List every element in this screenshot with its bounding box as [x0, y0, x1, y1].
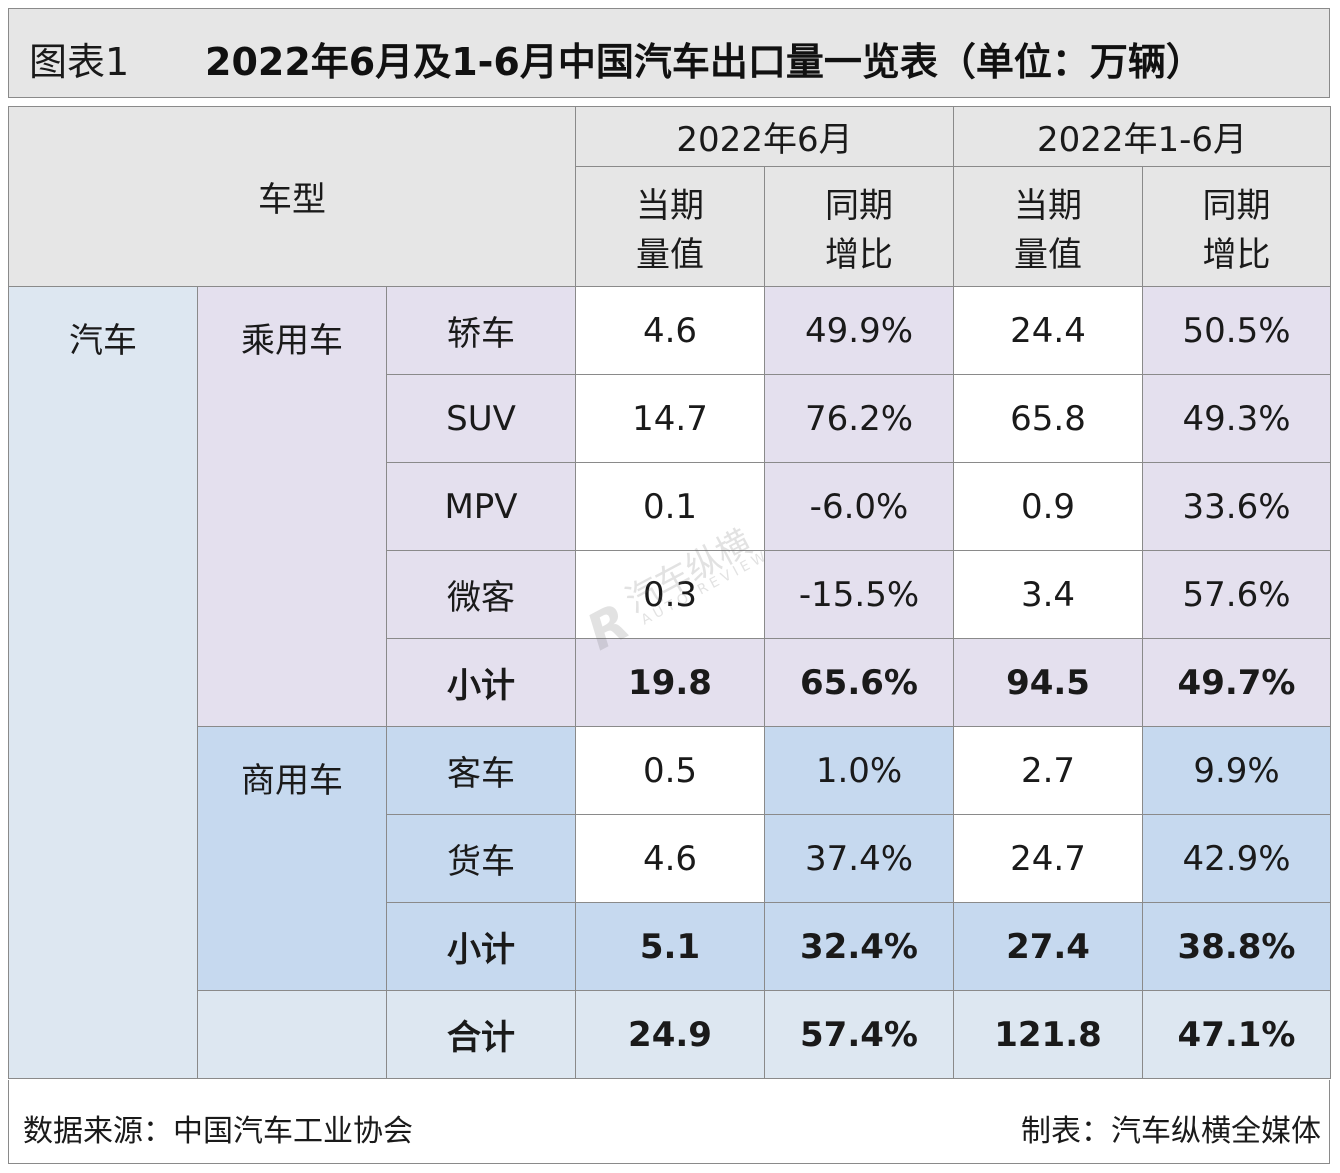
row-label: 小计 — [386, 902, 576, 991]
cell-h1-value: 27.4 — [953, 902, 1144, 991]
group-commercial: 商用车 — [197, 726, 387, 991]
cell-june-growth: -15.5% — [763, 550, 955, 639]
export-table: 车型 2022年6月 2022年1-6月 当期 量值 同期 增比 当期 量值 同… — [8, 106, 1332, 1079]
cell-h1-growth: 49.3% — [1142, 374, 1332, 463]
table-row-subtotal: 小计 5.1 32.4% 27.4 38.8% — [9, 902, 1332, 991]
footer: 数据来源：中国汽车工业协会 制表：汽车纵横全媒体 — [8, 1080, 1330, 1164]
header-line: 同期 — [825, 185, 893, 226]
table-row: SUV 14.7 76.2% 65.8 49.3% — [9, 374, 1332, 463]
header-vehicle-type: 车型 — [8, 106, 576, 287]
row-label: 合计 — [386, 990, 576, 1079]
header-line: 量值 — [1014, 234, 1083, 275]
table-row: 汽车 乘用车 轿车 4.6 49.9% 24.4 50.5% — [8, 286, 1332, 1079]
table-maker: 制表：汽车纵横全媒体 — [1021, 1114, 1321, 1149]
table-row-total: 合计 24.9 57.4% 121.8 47.1% — [9, 990, 1332, 1079]
table-row: 货车 4.6 37.4% 24.7 42.9% — [9, 814, 1332, 903]
cell-june-value: 0.5 — [575, 726, 765, 815]
table-row-subtotal: 小计 19.8 65.6% 94.5 49.7% — [9, 638, 1332, 727]
figure-label: 图表1 — [29, 40, 130, 84]
cell-h1-value: 65.8 — [953, 374, 1144, 463]
row-label: SUV — [386, 374, 576, 463]
cell-h1-value: 3.4 — [953, 550, 1144, 639]
cell-june-value: 4.6 — [575, 814, 765, 903]
row-label: MPV — [386, 462, 576, 551]
cell-june-value: 5.1 — [575, 902, 765, 991]
cell-june-value: 19.8 — [575, 638, 765, 727]
header-line: 同期 — [1202, 185, 1271, 226]
row-label: 客车 — [386, 726, 576, 815]
cell-h1-value: 24.4 — [953, 286, 1144, 375]
cell-h1-growth: 57.6% — [1142, 550, 1332, 639]
header-june-value: 当期 量值 — [575, 166, 765, 287]
cell-june-growth: 57.4% — [763, 990, 955, 1079]
cell-h1-growth: 49.7% — [1142, 638, 1332, 727]
header-line: 量值 — [636, 234, 704, 275]
cell-june-growth: 65.6% — [763, 638, 955, 727]
group-auto: 汽车 — [8, 286, 198, 1079]
cell-june-growth: 49.9% — [763, 286, 955, 375]
cell-h1-value: 24.7 — [953, 814, 1144, 903]
header-h1-value: 当期 量值 — [953, 166, 1144, 287]
table-title: 2022年6月及1-6月中国汽车出口量一览表（单位：万辆） — [205, 40, 1204, 84]
cell-h1-growth: 33.6% — [1142, 462, 1332, 551]
title-bar: 图表1 2022年6月及1-6月中国汽车出口量一览表（单位：万辆） — [8, 8, 1330, 98]
cell-h1-value: 121.8 — [953, 990, 1144, 1079]
cell-june-value: 0.1 — [575, 462, 765, 551]
row-label: 小计 — [386, 638, 576, 727]
cell-june-growth: 32.4% — [763, 902, 955, 991]
cell-june-value: 24.9 — [575, 990, 765, 1079]
data-source: 数据来源：中国汽车工业协会 — [23, 1114, 413, 1149]
cell-h1-growth: 9.9% — [1142, 726, 1332, 815]
row-label: 货车 — [386, 814, 576, 903]
header-line: 增比 — [1202, 234, 1271, 275]
cell-june-growth: -6.0% — [763, 462, 955, 551]
cell-june-value: 4.6 — [575, 286, 765, 375]
cell-h1-growth: 42.9% — [1142, 814, 1332, 903]
cell-h1-value: 2.7 — [953, 726, 1144, 815]
cell-june-growth: 37.4% — [763, 814, 955, 903]
header-line: 当期 — [636, 185, 704, 226]
table-row: MPV 0.1 -6.0% 0.9 33.6% — [9, 462, 1332, 551]
header-period-june: 2022年6月 — [574, 106, 955, 167]
header-h1-growth: 同期 增比 — [1142, 166, 1332, 287]
group-passenger: 乘用车 — [197, 286, 387, 727]
table-row: 商用车 客车 0.5 1.0% 2.7 9.9% — [9, 726, 1332, 991]
cell-june-value: 0.3 — [575, 550, 765, 639]
cell-june-growth: 1.0% — [763, 726, 955, 815]
header-june-growth: 同期 增比 — [763, 166, 955, 287]
cell-h1-value: 0.9 — [953, 462, 1144, 551]
cell-h1-growth: 47.1% — [1142, 990, 1332, 1079]
cell-h1-value: 94.5 — [953, 638, 1144, 727]
cell-h1-growth: 38.8% — [1142, 902, 1332, 991]
header-line: 当期 — [1014, 185, 1083, 226]
row-label: 微客 — [386, 550, 576, 639]
row-label: 轿车 — [386, 286, 576, 375]
cell-h1-growth: 50.5% — [1142, 286, 1332, 375]
cell-june-value: 14.7 — [575, 374, 765, 463]
total-spacer — [197, 990, 387, 1079]
header-line: 增比 — [825, 234, 893, 275]
header-period-h1: 2022年1-6月 — [953, 106, 1332, 167]
cell-june-growth: 76.2% — [763, 374, 955, 463]
